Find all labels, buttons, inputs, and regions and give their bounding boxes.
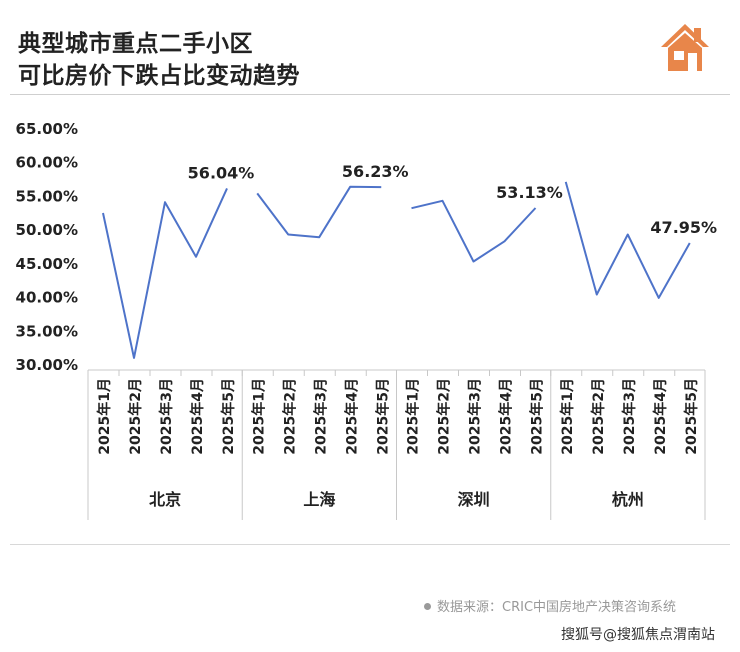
x-tick-label: 2025年2月 xyxy=(281,378,298,455)
x-tick-label: 2025年5月 xyxy=(374,378,391,455)
x-tick-label: 2025年1月 xyxy=(559,378,576,455)
x-tick-label: 2025年4月 xyxy=(189,378,206,455)
x-tick-label: 2025年3月 xyxy=(467,378,484,455)
header-divider xyxy=(10,94,730,95)
group-label: 杭州 xyxy=(612,490,644,509)
x-tick-label: 2025年2月 xyxy=(590,378,607,455)
series-line xyxy=(256,185,382,239)
y-tick-label: 65.00% xyxy=(16,120,78,138)
data-label: 56.23% xyxy=(342,162,409,181)
group-label: 北京 xyxy=(149,490,181,509)
x-tick-label: 2025年3月 xyxy=(158,378,175,455)
x-tick-label: 2025年2月 xyxy=(436,378,453,455)
source-note: 数据来源：CRIC中国房地产决策咨询系统 xyxy=(424,596,676,615)
x-tick-label: 2025年1月 xyxy=(96,378,113,455)
x-tick-label: 2025年5月 xyxy=(683,378,700,455)
data-labels: 56.04% 56.23% 53.13% 47.95% xyxy=(188,162,717,237)
x-tick-label: 2025年5月 xyxy=(529,378,546,455)
group-label: 深圳 xyxy=(458,490,490,509)
series-line xyxy=(564,181,691,299)
data-label: 47.95% xyxy=(650,218,717,237)
y-tick-label: 60.00% xyxy=(16,154,78,172)
x-tick-label: 2025年2月 xyxy=(127,378,144,455)
x-tick-label: 2025年3月 xyxy=(312,378,329,455)
y-tick-label: 30.00% xyxy=(16,356,78,374)
axes: 65.00% 60.00% 55.00% 50.00% 45.00% 40.00% 35.0… xyxy=(16,120,706,520)
x-tick-label: 2025年3月 xyxy=(621,378,638,455)
y-tick-label: 35.00% xyxy=(16,322,78,340)
group-label: 上海 xyxy=(303,490,335,509)
x-tick-label: 2025年4月 xyxy=(343,378,360,455)
x-tick-label: 2025年1月 xyxy=(250,378,267,455)
x-tick-label: 2025年5月 xyxy=(220,378,237,455)
series-line xyxy=(102,187,228,359)
series-lines xyxy=(102,181,691,359)
series-line xyxy=(411,199,537,263)
source-text: 数据来源：CRIC中国房地产决策咨询系统 xyxy=(437,600,677,615)
footer-divider xyxy=(10,544,730,545)
x-tick-label: 2025年4月 xyxy=(498,378,515,455)
x-tick-label: 2025年1月 xyxy=(405,378,422,455)
y-tick-label: 45.00% xyxy=(16,255,78,273)
y-tick-label: 40.00% xyxy=(16,289,78,307)
chart-title-line1: 典型城市重点二手小区 xyxy=(18,31,253,57)
data-label: 53.13% xyxy=(496,183,563,202)
x-tick-label: 2025年4月 xyxy=(652,378,669,455)
watermark-text: 搜狐号@搜狐焦点渭南站 xyxy=(561,627,715,643)
chart-title-line2: 可比房价下跌占比变动趋势 xyxy=(18,63,300,89)
bullet-dot xyxy=(424,603,431,610)
y-tick-label: 55.00% xyxy=(16,187,78,205)
y-tick-label: 50.00% xyxy=(16,221,78,239)
data-label: 56.04% xyxy=(188,163,255,182)
house-icon xyxy=(661,24,709,71)
